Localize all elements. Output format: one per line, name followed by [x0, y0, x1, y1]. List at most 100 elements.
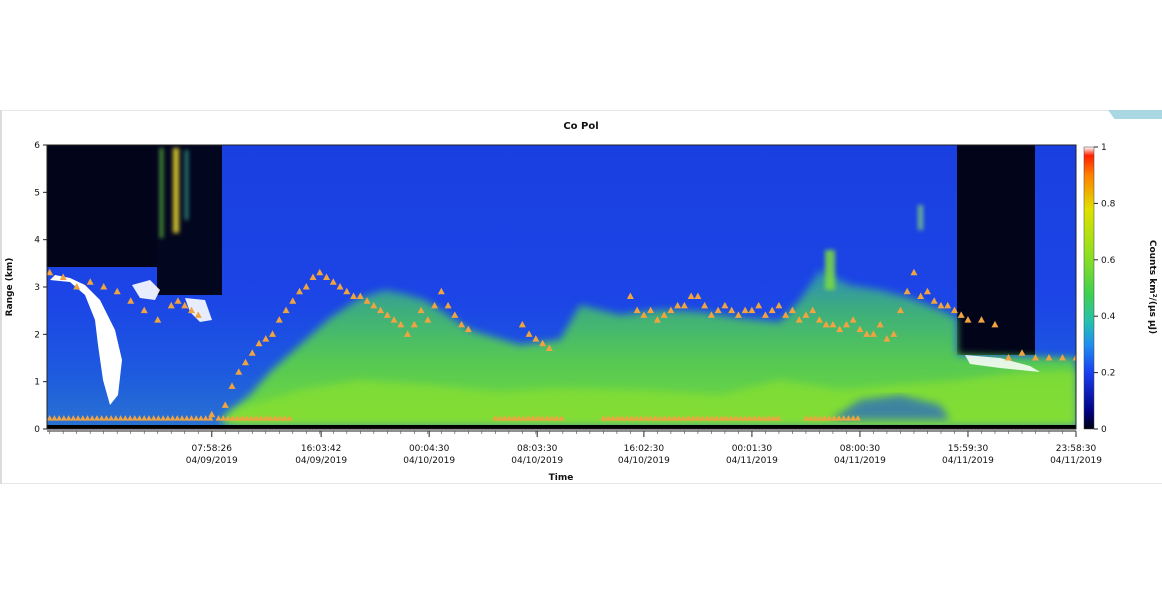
- surface-marker: [765, 415, 772, 421]
- cloud-base-marker: [248, 349, 256, 356]
- surface-marker: [122, 415, 129, 421]
- cloud-base-marker: [707, 311, 715, 318]
- surface-marker: [127, 415, 134, 421]
- surface-marker: [136, 415, 143, 421]
- cloud-base-marker: [944, 301, 952, 309]
- colorbar-tick-label: 0.2: [1101, 369, 1115, 379]
- surface-marker: [220, 415, 227, 421]
- surface-marker: [854, 415, 861, 421]
- surface-marker: [51, 415, 58, 421]
- x-tick-date: 04/10/2019: [511, 456, 563, 466]
- cloud-base-marker: [1058, 354, 1066, 361]
- surface-marker: [802, 415, 809, 421]
- surface-marker: [286, 415, 293, 421]
- cloud-base-marker: [1031, 354, 1039, 361]
- cloud-base-marker: [667, 306, 675, 314]
- surface-marker: [160, 415, 167, 421]
- colorbar-axis: 0 0.2 0.4 0.6 0.8 1: [1094, 143, 1116, 435]
- cloud-base-marker: [269, 330, 277, 337]
- cloud-base-marker: [849, 316, 857, 323]
- surface-marker: [746, 415, 753, 421]
- surface-marker: [150, 415, 157, 421]
- surface-marker: [628, 415, 635, 421]
- x-tick-time: 07:58:26: [192, 444, 233, 454]
- cloud-base-marker: [370, 301, 378, 309]
- surface-marker: [193, 415, 200, 421]
- cloud-base-marker: [350, 292, 358, 299]
- cloud-base-marker: [701, 301, 709, 309]
- cloud-base-marker: [174, 297, 182, 304]
- cloud-base-marker: [404, 330, 412, 337]
- cloud-base-marker: [883, 335, 891, 342]
- cloud-base-marker: [275, 316, 283, 323]
- surface-marker: [492, 415, 499, 421]
- cloud-base-marker: [633, 306, 641, 314]
- surface-marker: [775, 415, 782, 421]
- surface-marker: [685, 415, 692, 421]
- surface-marker: [276, 415, 283, 421]
- cloud-base-marker: [680, 301, 688, 309]
- cloud-base-marker: [856, 325, 864, 333]
- surface-marker: [65, 415, 72, 421]
- cloud-base-marker: [329, 278, 337, 285]
- cloud-base-marker: [100, 283, 108, 290]
- cloud-base-marker: [410, 320, 418, 328]
- cloud-base-marker: [464, 325, 472, 333]
- cloud-base-marker: [890, 330, 898, 337]
- cloud-base-marker: [748, 306, 756, 314]
- surface-marker: [202, 415, 209, 421]
- surface-marker: [253, 415, 260, 421]
- cloud-base-marker: [660, 311, 668, 318]
- x-tick-date: 04/09/2019: [295, 456, 347, 466]
- surface-marker: [666, 415, 673, 421]
- cloud-base-marker: [917, 292, 925, 299]
- surface-marker: [506, 415, 513, 421]
- surface-marker: [821, 415, 828, 421]
- x-tick-date: 04/10/2019: [403, 456, 455, 466]
- cloud-base-marker: [390, 316, 398, 323]
- cloud-base-marker: [721, 301, 729, 309]
- cloud-base-marker: [59, 273, 67, 281]
- surface-marker: [544, 415, 551, 421]
- cloud-base-marker: [930, 297, 938, 304]
- top-rule: [0, 110, 1162, 111]
- surface-marker: [831, 415, 838, 421]
- surface-marker: [169, 415, 176, 421]
- x-tick-time: 16:02:30: [624, 444, 665, 454]
- cloud-base-marker: [896, 306, 904, 314]
- cloud-base-marker: [86, 278, 94, 285]
- surface-marker: [850, 415, 857, 421]
- cloud-base-marker: [775, 301, 783, 309]
- y-tick-label: 4: [34, 236, 40, 246]
- x-tick-time: 08:03:30: [517, 444, 558, 454]
- surface-marker: [633, 415, 640, 421]
- surface-marker: [525, 415, 532, 421]
- cloud-base-marker: [836, 325, 844, 333]
- surface-marker: [520, 415, 527, 421]
- surface-marker: [179, 415, 186, 421]
- cloud-base-marker: [822, 320, 830, 328]
- cloud-base-marker: [950, 306, 958, 314]
- surface-marker: [807, 415, 814, 421]
- surface-marker: [723, 415, 730, 421]
- cloud-base-marker: [356, 292, 364, 299]
- x-tick-date: 04/10/2019: [618, 456, 670, 466]
- colorbar-label: Counts km²/(µs µJ): [1147, 240, 1157, 334]
- cloud-base-marker: [741, 306, 749, 314]
- surface-marker: [56, 415, 63, 421]
- cloud-base-marker: [167, 301, 175, 309]
- surface-marker: [188, 415, 195, 421]
- x-tick-time: 16:03:42: [301, 444, 341, 454]
- surface-marker: [47, 415, 53, 421]
- surface-marker: [845, 415, 852, 421]
- cloud-base-marker: [782, 311, 790, 318]
- cloud-base-marker: [518, 320, 526, 328]
- surface-marker: [258, 415, 265, 421]
- cloud-base-marker: [383, 311, 391, 318]
- cloud-base-marker: [768, 306, 776, 314]
- surface-marker: [732, 415, 739, 421]
- surface-marker: [609, 415, 616, 421]
- cloud-base-marker: [437, 287, 445, 295]
- colorbar-tick-label: 0.4: [1101, 312, 1116, 322]
- cloud-base-marker: [1072, 354, 1076, 361]
